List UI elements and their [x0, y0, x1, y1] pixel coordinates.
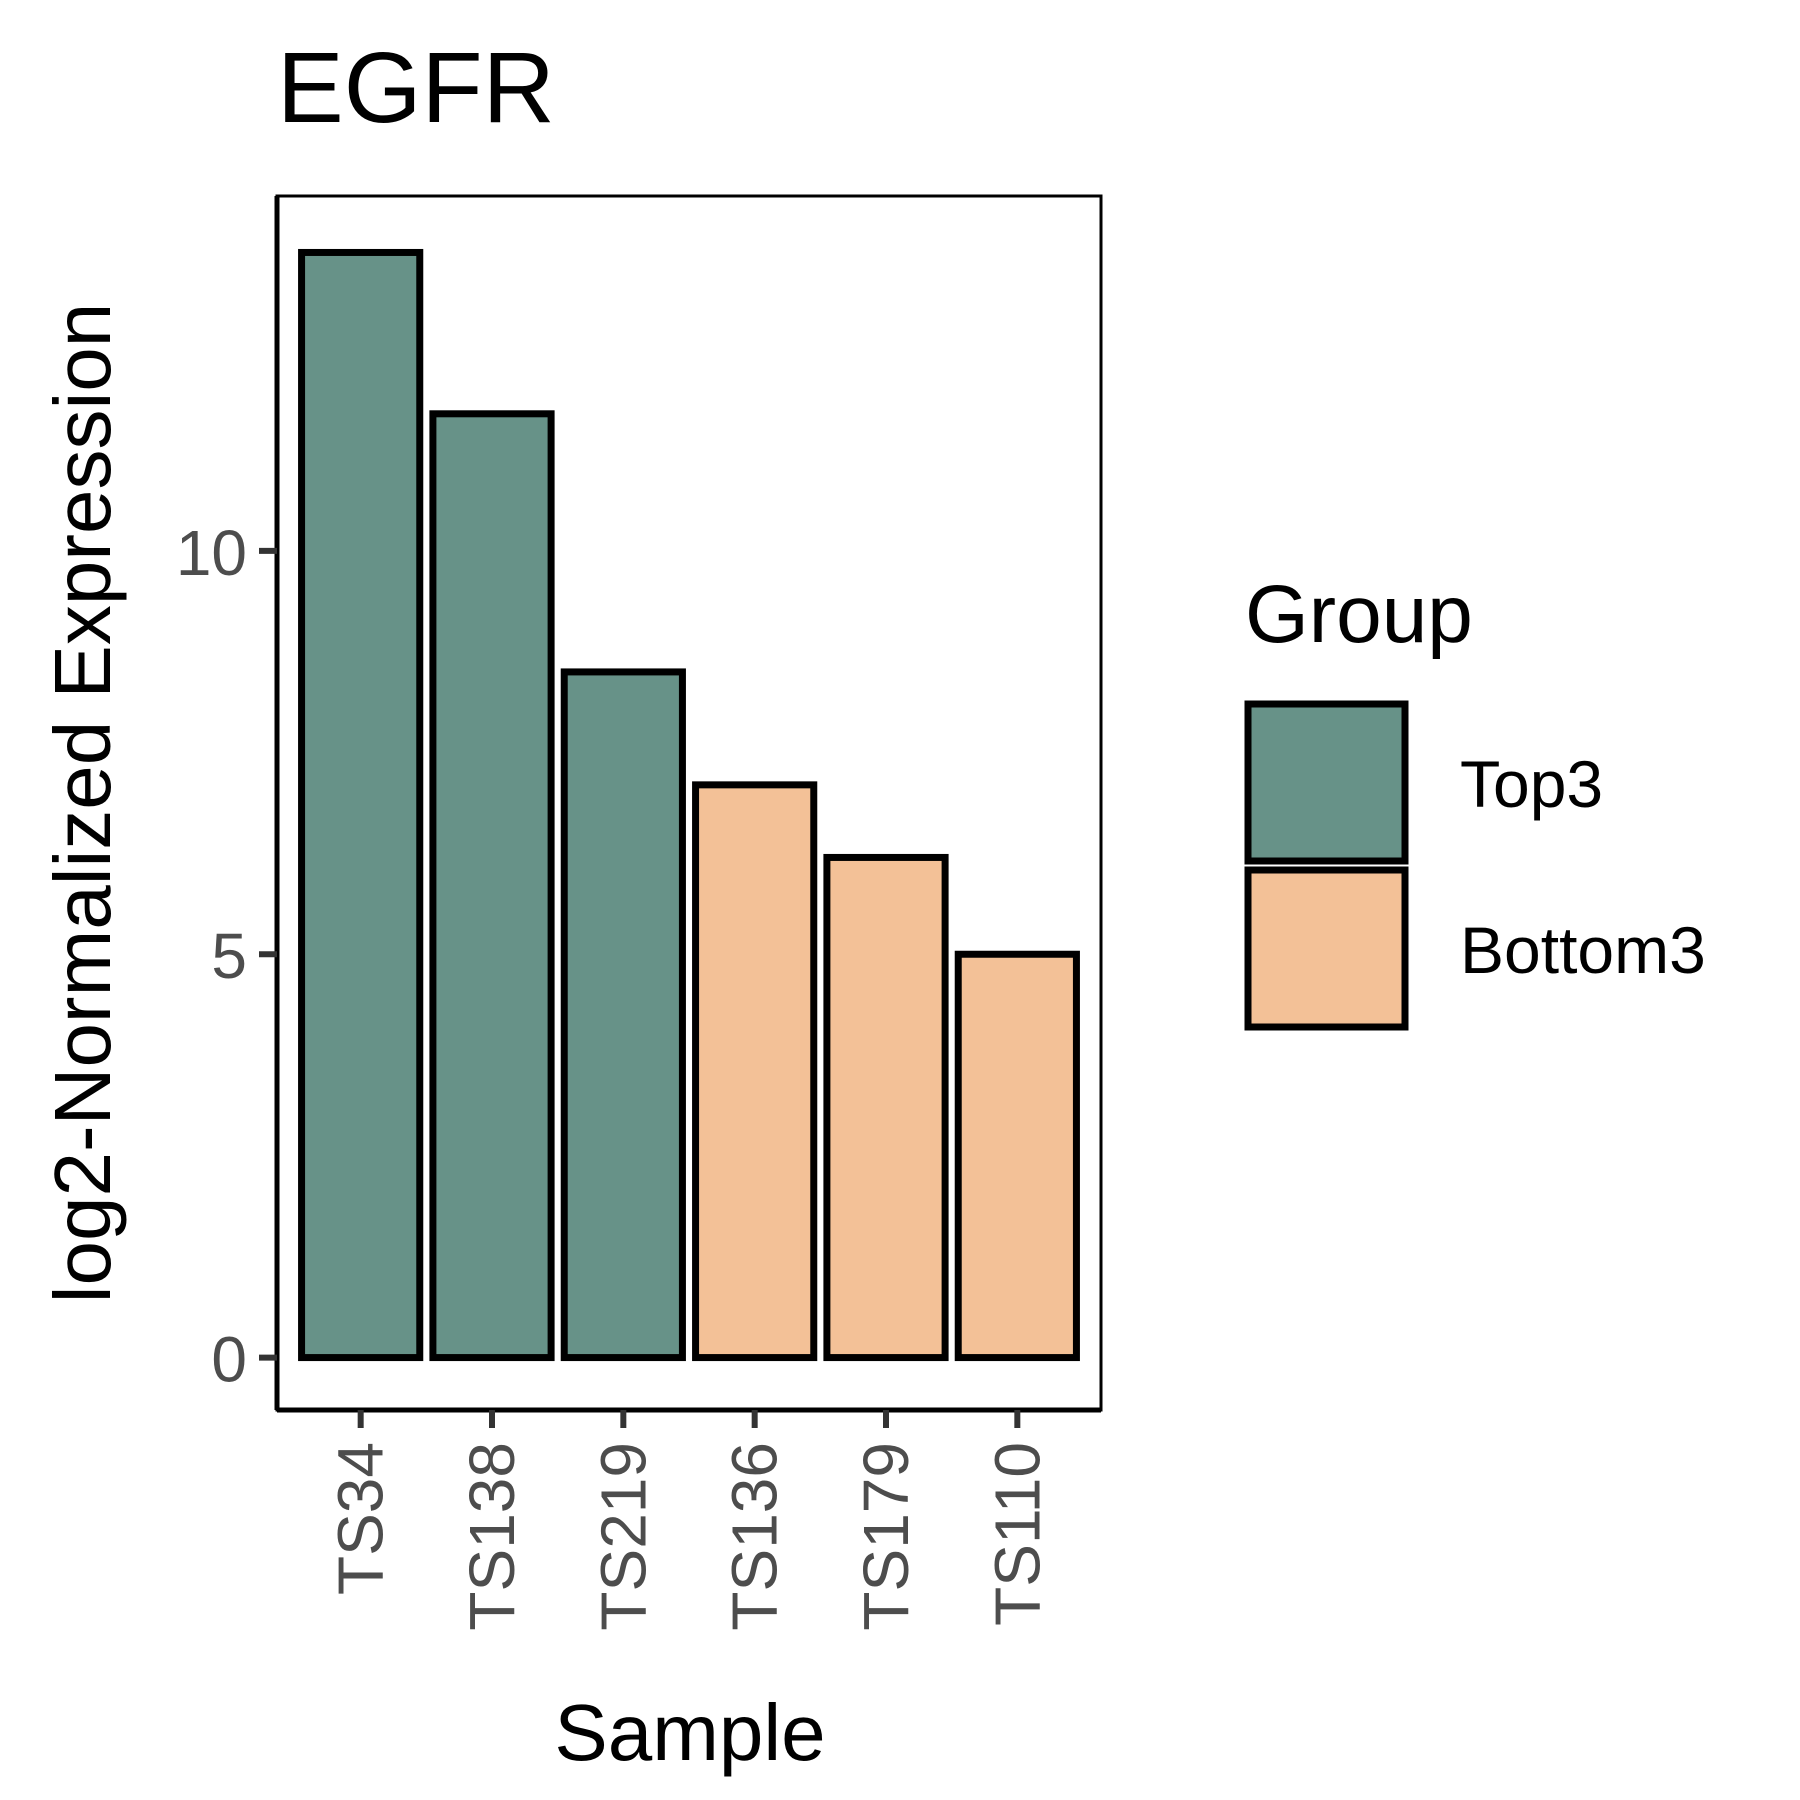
bar-ts34 [298, 248, 424, 1362]
legend: Group Top3 Bottom3 [1244, 569, 1706, 1031]
y-tick-label: 0 [211, 1324, 247, 1396]
y-tick-label: 5 [211, 920, 247, 992]
chart-title: EGFR [277, 32, 555, 144]
legend-label: Top3 [1460, 747, 1603, 821]
x-axis-title: Sample [554, 1688, 825, 1777]
y-tick-label: 10 [176, 517, 247, 589]
legend-entries: Top3 Bottom3 [1244, 700, 1706, 1031]
bar-ts136 [692, 781, 818, 1362]
x-tick-label: TS34 [325, 1442, 397, 1595]
y-axis-title: log2-Normalized Expression [38, 303, 127, 1303]
x-tick-label: TS219 [587, 1442, 659, 1631]
bars-group [298, 248, 1080, 1362]
legend-title: Group [1245, 569, 1473, 660]
x-axis-ticks: TS34 TS138 TS219 TS136 TS179 TS110 [325, 1410, 1053, 1631]
legend-key-bottom3 [1244, 866, 1409, 1031]
y-axis-ticks: 0 5 10 [176, 517, 277, 1396]
plot-area: 0 5 10 TS34 TS138 TS219 TS136 TS179 TS110 [176, 194, 1103, 1631]
x-tick-label: TS138 [456, 1442, 528, 1631]
x-tick-label: TS110 [981, 1442, 1053, 1626]
bar-ts219 [560, 668, 686, 1362]
legend-label: Bottom3 [1460, 913, 1706, 987]
x-tick-label: TS179 [850, 1442, 922, 1631]
bar-ts138 [429, 410, 555, 1362]
bar-ts179 [823, 853, 949, 1362]
bar-ts110 [954, 950, 1080, 1362]
legend-key-top3 [1244, 700, 1409, 865]
x-tick-label: TS136 [719, 1442, 791, 1631]
